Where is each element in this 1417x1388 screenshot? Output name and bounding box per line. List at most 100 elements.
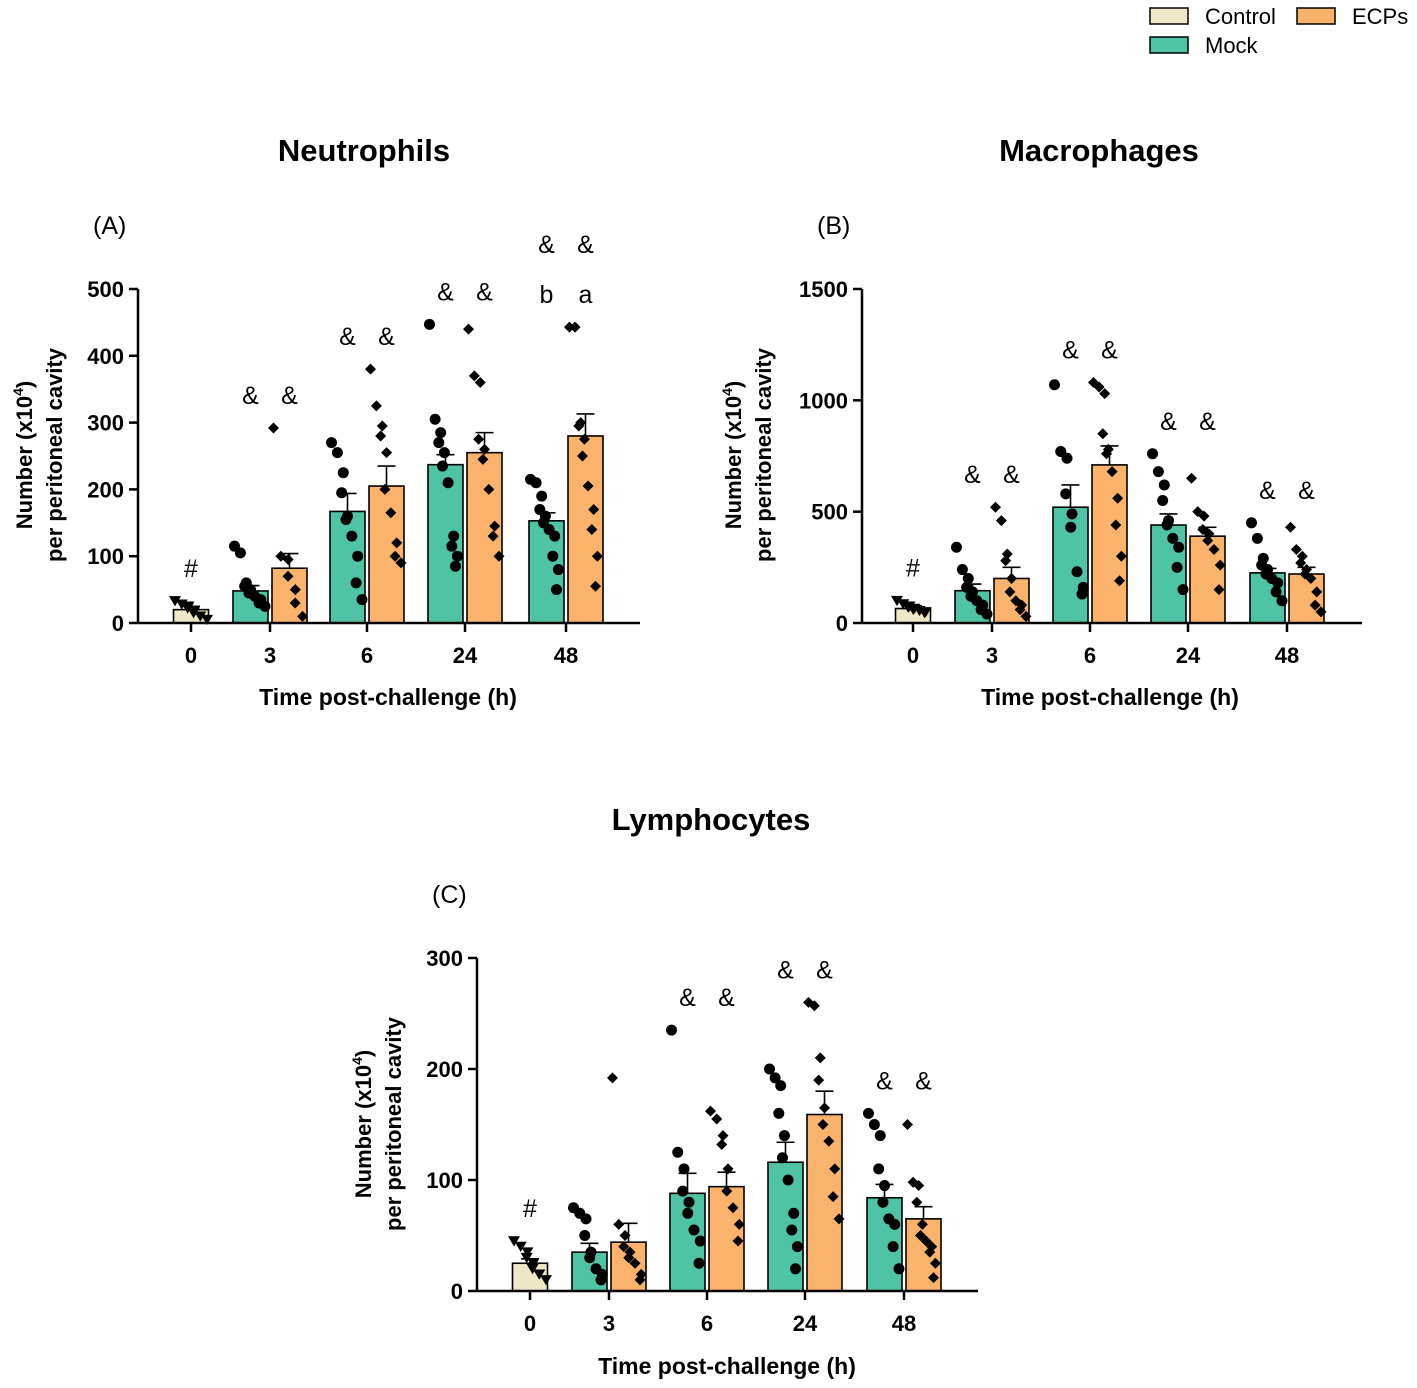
bar-mock-24 (427, 463, 464, 624)
data-point-ecps (381, 447, 393, 459)
data-point-ecps (487, 530, 499, 542)
data-point-control (181, 603, 194, 614)
data-point-ecps (1202, 535, 1214, 547)
annotation: & (718, 984, 735, 1012)
data-point-mock (1177, 584, 1189, 596)
data-point-mock (547, 550, 559, 562)
data-point-ecps (990, 501, 1001, 513)
data-point-mock (1061, 452, 1073, 464)
data-point-ecps (1295, 557, 1307, 569)
legend-swatch-ecps (1296, 7, 1336, 25)
annotation: & (538, 231, 555, 259)
data-point-ecps (1101, 448, 1112, 460)
y-axis-label-line1: Number (x104) (10, 381, 37, 529)
data-point-mock (340, 513, 352, 525)
data-point-ecps (1309, 599, 1321, 611)
x-tick-label: 6 (361, 643, 373, 668)
x-axis-label: Time post-challenge (h) (981, 684, 1239, 710)
data-point-mock (666, 1024, 677, 1036)
data-point-ecps (913, 1180, 925, 1192)
data-point-ecps (829, 1163, 841, 1175)
legend: Control Mock ECPs (1149, 4, 1408, 58)
annotation: & (964, 461, 981, 489)
data-point-ecps (493, 550, 505, 562)
data-point-control (194, 611, 207, 622)
data-point-ecps (1285, 521, 1296, 533)
data-point-ecps (591, 550, 603, 562)
data-point-ecps (902, 1119, 913, 1130)
data-point-mock (790, 1263, 801, 1275)
data-point-mock (877, 1196, 889, 1208)
data-point-ecps (1208, 544, 1220, 556)
data-point-ecps (582, 480, 594, 492)
annotation: & (1259, 477, 1276, 505)
data-point-ecps (463, 323, 474, 335)
data-point-ecps (588, 503, 600, 515)
annotation: a (579, 281, 593, 309)
data-point-mock (1152, 466, 1164, 478)
data-point-ecps (732, 1235, 744, 1247)
data-point-ecps (808, 1000, 820, 1012)
data-point-control (187, 608, 200, 619)
annotation: & (679, 984, 696, 1012)
annotation: # (184, 555, 198, 583)
bar-ecps-24 (806, 1113, 843, 1292)
bar-ecps-6 (1091, 464, 1128, 624)
y-axis-label-line1: Number (x104) (719, 381, 746, 529)
data-point-mock (962, 572, 974, 584)
x-tick-label: 0 (524, 1311, 536, 1336)
data-point-mock (791, 1241, 803, 1253)
data-point-control (514, 1241, 527, 1252)
data-point-ecps (1305, 572, 1317, 584)
y-axis-label-sup: 4 (349, 1057, 365, 1065)
data-point-mock (786, 1224, 798, 1236)
data-point-mock (788, 1207, 800, 1219)
data-point-ecps (586, 523, 598, 535)
data-point-ecps (389, 550, 401, 562)
bar-ecps-48 (567, 435, 604, 624)
data-point-mock (1065, 521, 1077, 533)
data-point-mock (437, 460, 448, 472)
data-point-ecps (379, 483, 391, 495)
x-tick-label: 0 (907, 643, 919, 668)
data-point-ecps (282, 570, 294, 582)
data-point-ecps (819, 1102, 831, 1114)
data-point-mock (446, 540, 458, 552)
data-point-mock (1173, 541, 1185, 553)
data-point-ecps (289, 597, 301, 609)
y-axis-label-sup: 4 (10, 388, 26, 396)
data-point-ecps (1106, 466, 1118, 478)
y-tick-label: 1500 (799, 277, 848, 302)
data-point-ecps (370, 400, 382, 412)
data-point-control (526, 1264, 539, 1275)
data-point-ecps (607, 1072, 618, 1084)
data-point-ecps (297, 610, 308, 622)
bar-ecps-24 (1189, 535, 1226, 624)
data-point-control (918, 608, 931, 619)
data-point-ecps (813, 1074, 825, 1086)
y-axis-label-end: ) (721, 381, 746, 388)
annotation: # (906, 555, 920, 583)
panel-lymphocytes: Lymphocytes (C) Time post-challenge (h) … (349, 802, 978, 1379)
data-point-ecps (391, 537, 403, 549)
data-point-mock (579, 1230, 591, 1241)
data-point-ecps (827, 1191, 839, 1203)
y-axis-label-line1: Number (x104) (349, 1050, 376, 1198)
data-point-ecps (727, 1202, 739, 1214)
annotation: & (476, 278, 493, 306)
data-point-mock (326, 437, 337, 449)
annotation: & (1062, 337, 1079, 365)
y-axis-label-text: Number (x10 (12, 396, 37, 529)
data-point-mock (259, 600, 271, 612)
data-point-ecps (705, 1105, 716, 1117)
data-point-mock (782, 1174, 794, 1186)
data-point-ecps (1020, 610, 1032, 622)
data-point-mock (331, 447, 343, 459)
y-axis-label-line2: per peritoneal cavity (42, 347, 67, 562)
y-axis-label-text: Number (x10 (721, 396, 746, 529)
data-point-ecps (395, 557, 407, 569)
